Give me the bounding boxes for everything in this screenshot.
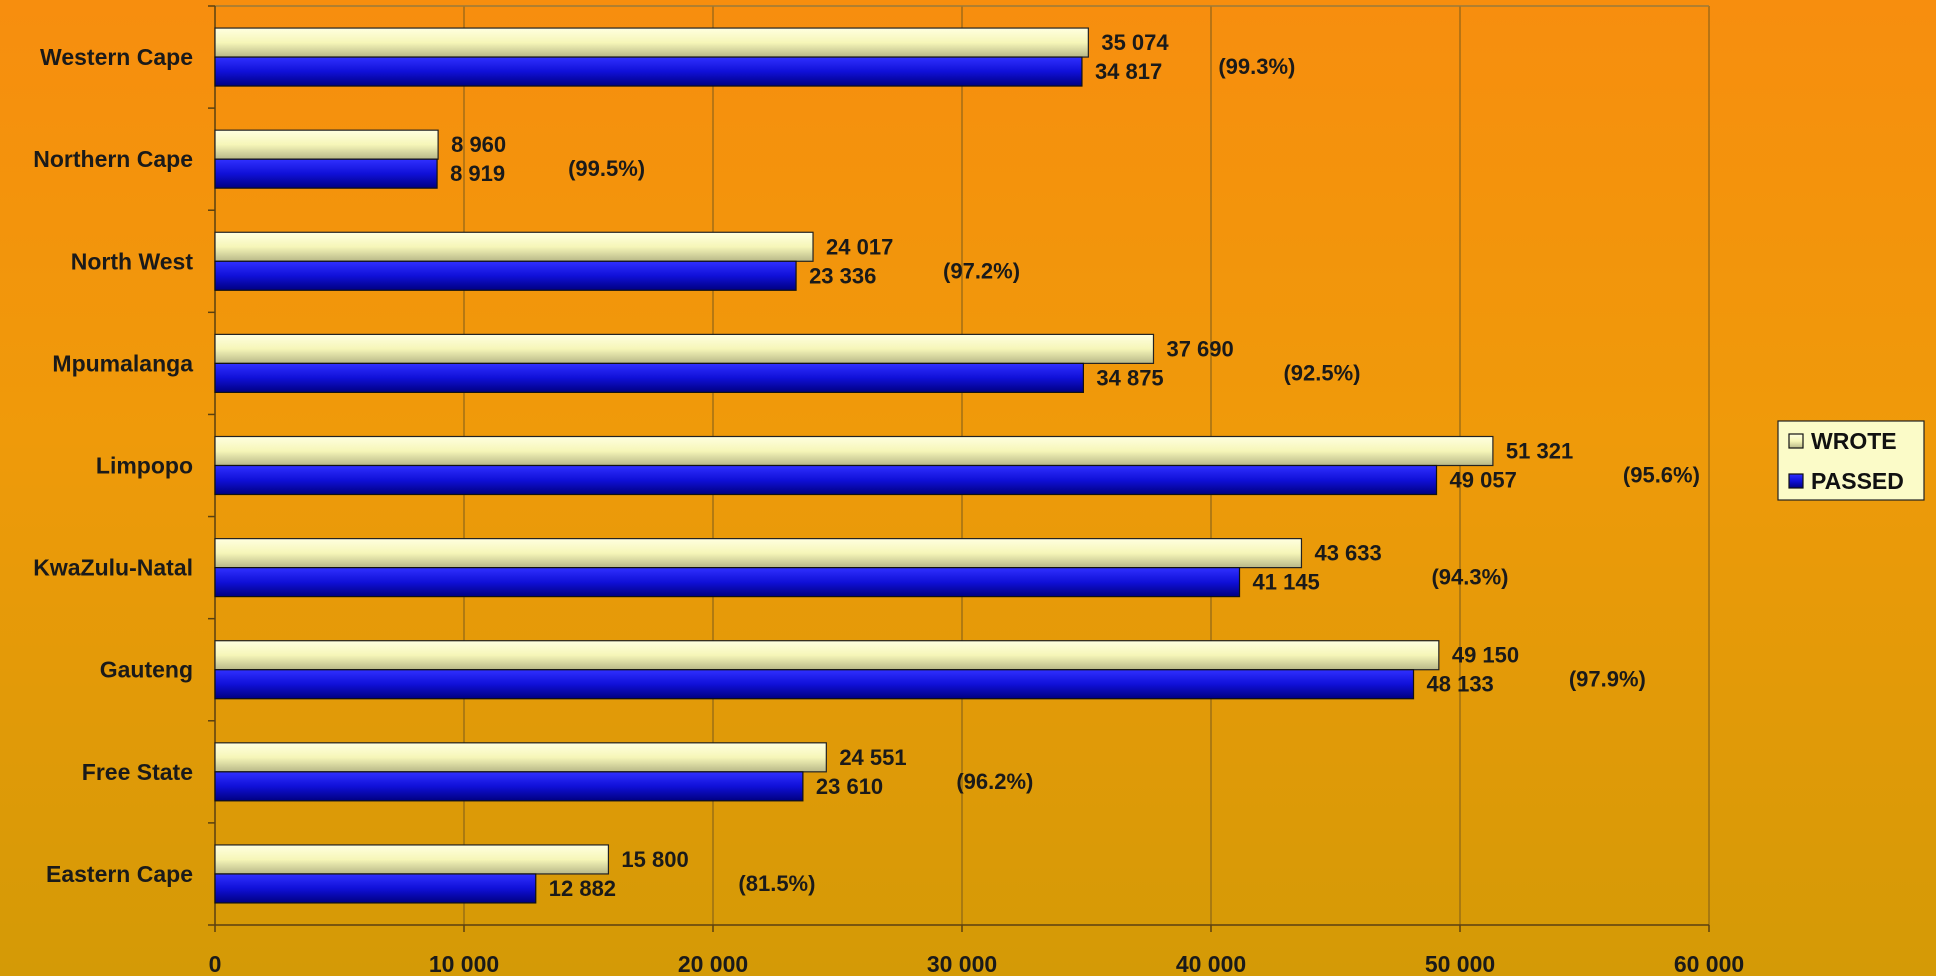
x-tick-label: 10 000 xyxy=(429,951,499,976)
legend-swatch xyxy=(1788,433,1804,449)
bar-wrote xyxy=(214,435,1494,467)
category-label: North West xyxy=(71,248,194,274)
data-label-passed: 34 875 xyxy=(1096,365,1163,390)
bar-wrote xyxy=(214,129,439,160)
legend-swatch xyxy=(1788,473,1804,489)
data-label-wrote: 8 960 xyxy=(451,132,506,157)
data-label-wrote: 24 017 xyxy=(826,234,893,259)
x-tick-label: 30 000 xyxy=(927,951,997,976)
data-label-wrote: 49 150 xyxy=(1452,643,1519,668)
data-label-passed: 23 610 xyxy=(816,774,883,799)
bar-passed xyxy=(214,260,797,291)
category-label: Gauteng xyxy=(100,657,193,683)
data-label-passed: 34 817 xyxy=(1095,59,1162,84)
x-tick-label: 50 000 xyxy=(1425,951,1495,976)
data-label-passed: 23 336 xyxy=(809,263,876,288)
legend-label: WROTE xyxy=(1811,428,1897,454)
bar-wrote xyxy=(214,231,814,262)
bar-passed xyxy=(214,464,1438,496)
pass-rate-label: (99.5%) xyxy=(568,156,645,181)
pass-rate-label: (81.5%) xyxy=(738,871,815,896)
data-label-wrote: 43 633 xyxy=(1314,541,1381,566)
bar-passed xyxy=(214,669,1415,700)
pass-rate-label: (95.6%) xyxy=(1623,463,1700,488)
bar-passed xyxy=(214,362,1084,393)
bars xyxy=(214,27,1494,904)
category-label: Free State xyxy=(82,759,193,785)
pass-rate-label: (92.5%) xyxy=(1283,360,1360,385)
labels: 0 10 000 20 000 30 000 40 000 50 000 60 000 Wes… xyxy=(33,30,1744,976)
data-label-wrote: 24 551 xyxy=(839,745,906,770)
bar-wrote xyxy=(214,333,1155,364)
pass-rate-label: (96.2%) xyxy=(956,769,1033,794)
pass-rate-label: (94.3%) xyxy=(1431,565,1508,590)
category-label: Northern Cape xyxy=(33,146,193,172)
data-label-wrote: 15 800 xyxy=(621,847,688,872)
bar-wrote xyxy=(214,844,610,875)
pass-rate-label: (97.9%) xyxy=(1569,667,1646,692)
category-label: Eastern Cape xyxy=(46,861,193,887)
data-label-wrote: 35 074 xyxy=(1101,30,1169,55)
bar-passed xyxy=(214,873,537,904)
data-label-passed: 8 919 xyxy=(450,161,505,186)
data-label-passed: 49 057 xyxy=(1450,468,1517,493)
category-label: Mpumalanga xyxy=(52,350,193,376)
pass-rate-label: (97.2%) xyxy=(943,258,1020,283)
bar-wrote xyxy=(214,742,827,773)
data-label-wrote: 37 690 xyxy=(1166,336,1233,361)
data-label-passed: 41 145 xyxy=(1253,570,1320,595)
data-label-passed: 48 133 xyxy=(1427,672,1494,697)
category-label: Western Cape xyxy=(40,44,193,70)
legend-label: PASSED xyxy=(1811,468,1904,494)
x-tick-label: 40 000 xyxy=(1176,951,1246,976)
bar-passed xyxy=(214,771,804,802)
category-label: Limpopo xyxy=(96,453,193,479)
x-tick-label: 20 000 xyxy=(678,951,748,976)
category-label: KwaZulu-Natal xyxy=(33,555,193,581)
bar-passed xyxy=(214,158,438,189)
bar-wrote xyxy=(214,27,1089,58)
bar-wrote xyxy=(214,538,1303,569)
bar-wrote xyxy=(214,640,1440,671)
x-tick-label: 60 000 xyxy=(1674,951,1744,976)
bar-passed xyxy=(214,56,1083,87)
legend: WROTE PASSED xyxy=(1777,420,1925,501)
bar-passed xyxy=(214,567,1241,598)
x-tick-label: 0 xyxy=(209,951,222,976)
data-label-wrote: 51 321 xyxy=(1506,439,1573,464)
data-label-passed: 12 882 xyxy=(549,876,616,901)
pass-rate-label: (99.3%) xyxy=(1218,54,1295,79)
